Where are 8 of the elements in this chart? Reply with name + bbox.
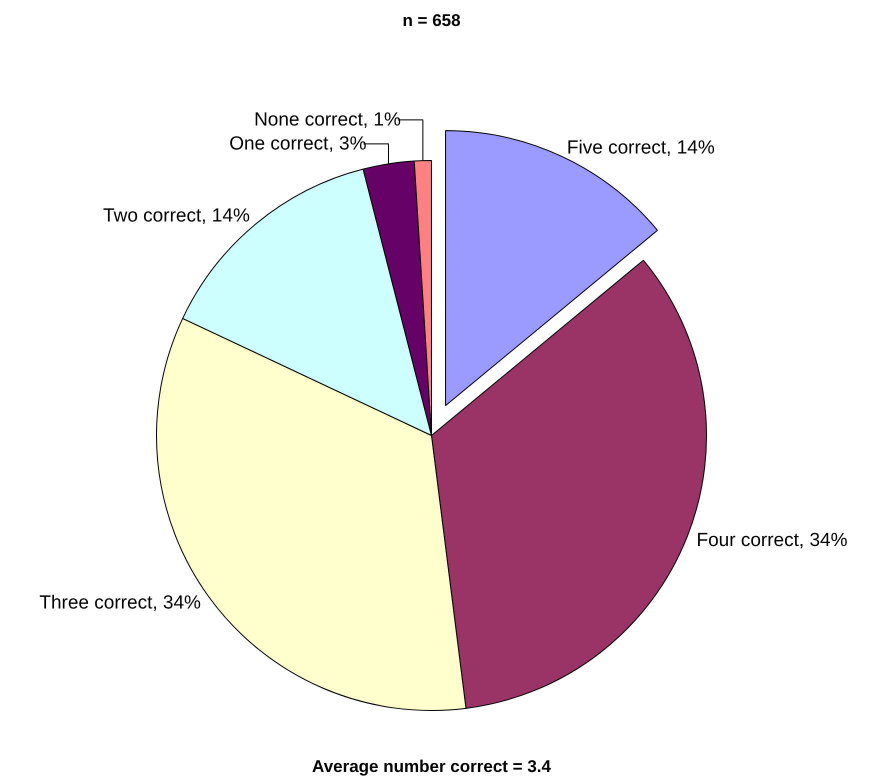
slice-label: Two correct, 14% <box>103 205 250 226</box>
text: Average number correct = 3.4 <box>312 757 552 776</box>
slice-label: Five correct, 14% <box>566 137 715 158</box>
slice-label: Three correct, 34% <box>39 592 202 614</box>
slice-label: None correct, 1% <box>254 109 401 130</box>
slice-label: Four correct, 34% <box>696 530 848 551</box>
chart-title: n = 658 <box>402 11 461 30</box>
slice-label: One correct, 3% <box>229 133 367 154</box>
